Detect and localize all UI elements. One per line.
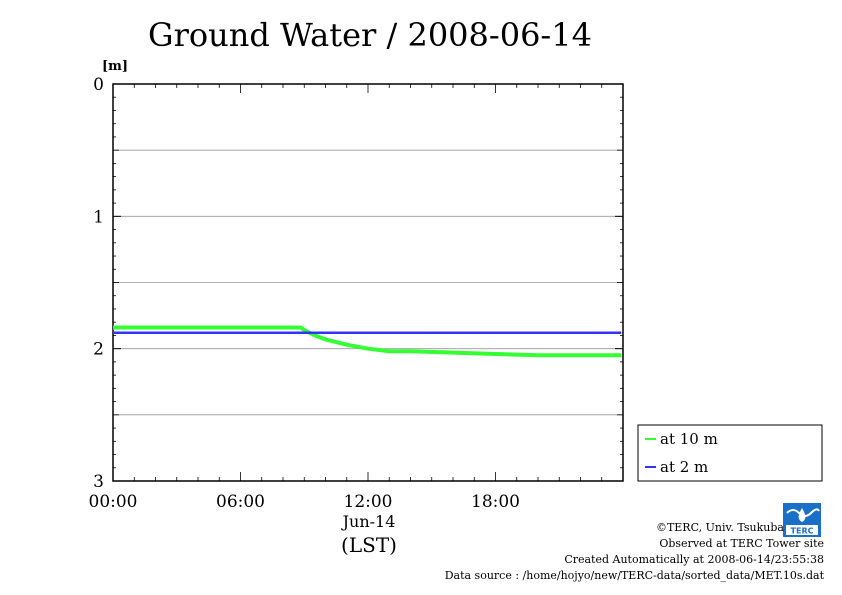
axis-ticks xyxy=(113,83,623,482)
credits-block: ©TERC, Univ. Tsukuba Observed at TERC To… xyxy=(445,520,824,584)
legend-box xyxy=(637,424,823,482)
x-tick-label: 00:00 xyxy=(89,492,138,512)
x-tick-label: 18:00 xyxy=(471,492,520,512)
legend: at 10 m at 2 m xyxy=(637,424,823,482)
series-lines xyxy=(113,325,622,358)
observed-text: Observed at TERC Tower site xyxy=(659,537,824,550)
x-axis-label: (LST) xyxy=(341,533,397,557)
data-source-text: Data source : /home/hojyo/new/TERC-data/… xyxy=(444,569,824,582)
x-tick-labels: 00:00 06:00 12:00 18:00 xyxy=(89,492,521,512)
series-line-1 xyxy=(113,325,622,358)
legend-label: at 2 m xyxy=(660,458,708,476)
copyright-text: ©TERC, Univ. Tsukuba xyxy=(655,521,784,534)
logo-text: TERC xyxy=(791,527,814,536)
y-tick-label: 3 xyxy=(93,472,104,492)
terc-logo: TERC xyxy=(783,503,821,537)
grid-lines xyxy=(113,149,623,416)
y-tick-label: 1 xyxy=(93,207,104,227)
created-text: Created Automatically at 2008-06-14/23:5… xyxy=(564,553,824,566)
chart-title: Ground Water / 2008-06-14 xyxy=(148,16,592,54)
y-tick-labels: 0 1 2 3 xyxy=(93,75,104,492)
y-tick-label: 2 xyxy=(93,340,104,360)
x-date-label: Jun-14 xyxy=(341,512,396,531)
y-axis-unit-label: [m] xyxy=(102,59,128,74)
legend-label: at 10 m xyxy=(660,430,718,448)
x-tick-label: 12:00 xyxy=(344,492,393,512)
x-tick-label: 06:00 xyxy=(216,492,265,512)
y-tick-label: 0 xyxy=(93,75,104,95)
